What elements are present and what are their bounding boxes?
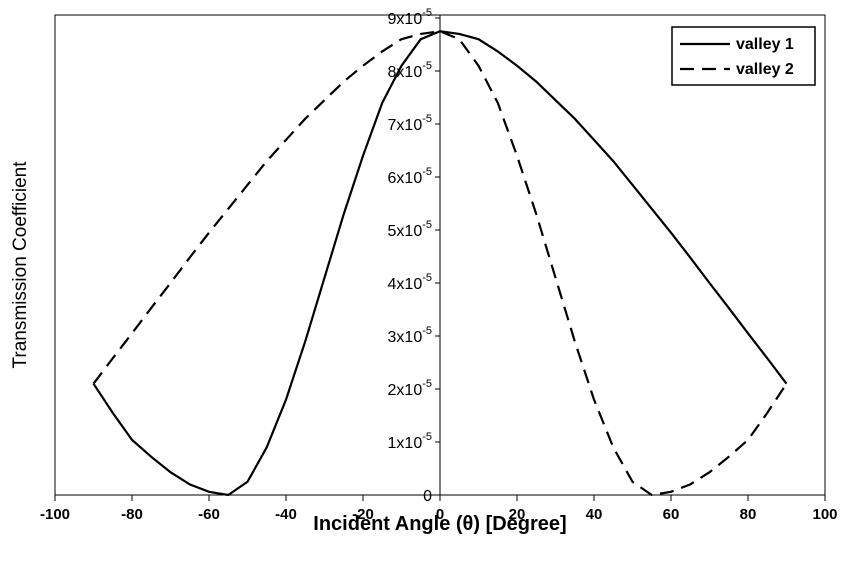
x-tick-label: 80 <box>740 506 757 523</box>
x-tick-label: 0 <box>436 506 444 523</box>
y-tick-label-base: 5x10 <box>388 223 423 240</box>
legend-label: valley 2 <box>736 61 794 78</box>
y-tick-label-base: 6x10 <box>388 170 423 187</box>
y-tick-label-base: 7x10 <box>388 117 423 134</box>
legend-label: valley 1 <box>736 36 794 53</box>
y-tick-label-exponent: -5 <box>422 272 432 284</box>
y-tick-label: 1x10-5 <box>388 431 432 452</box>
y-tick-label: 3x10-5 <box>388 325 432 346</box>
y-tick-label: 9x10-5 <box>388 7 432 28</box>
y-tick-label: 2x10-5 <box>388 378 432 399</box>
line-series <box>92 30 788 497</box>
y-tick-label-exponent: -5 <box>422 378 432 390</box>
y-tick-label-exponent: -5 <box>422 113 432 125</box>
x-tick-label: -80 <box>121 506 143 523</box>
y-tick-label-base: 1x10 <box>388 435 423 452</box>
y-tick-label-exponent: -5 <box>422 166 432 178</box>
y-tick-label-exponent: -5 <box>422 431 432 443</box>
x-tick-label: -100 <box>40 506 70 523</box>
line-series <box>92 30 788 497</box>
y-tick-label-base: 3x10 <box>388 329 423 346</box>
x-tick-label: -60 <box>198 506 220 523</box>
x-tick-label: -40 <box>275 506 297 523</box>
y-tick-label-exponent: -5 <box>422 219 432 231</box>
y-tick-label-exponent: -5 <box>422 7 432 19</box>
y-tick-label-exponent: -5 <box>422 325 432 337</box>
y-tick-label-exponent: -5 <box>422 60 432 72</box>
y-tick-label-base: 9x10 <box>388 11 423 28</box>
y-tick-label: 7x10-5 <box>388 113 432 134</box>
y-tick-label: 6x10-5 <box>388 166 432 187</box>
y-tick-label: 0 <box>423 488 432 505</box>
y-tick-label: 4x10-5 <box>388 272 432 293</box>
x-axis-label: Incident Angle (θ) [Degree] <box>313 513 566 535</box>
x-tick-label: 100 <box>812 506 837 523</box>
y-tick-label-base: 2x10 <box>388 382 423 399</box>
x-tick-label: 60 <box>663 506 680 523</box>
y-tick-label-base: 4x10 <box>388 276 423 293</box>
x-tick-label: -20 <box>352 506 374 523</box>
x-tick-label: 40 <box>586 506 603 523</box>
y-tick-label-base: 8x10 <box>388 64 423 81</box>
y-tick-label: 5x10-5 <box>388 219 432 240</box>
y-axis-label: Transmission Coefficient <box>10 161 31 369</box>
legend-box <box>671 26 816 86</box>
x-tick-label: 20 <box>509 506 526 523</box>
